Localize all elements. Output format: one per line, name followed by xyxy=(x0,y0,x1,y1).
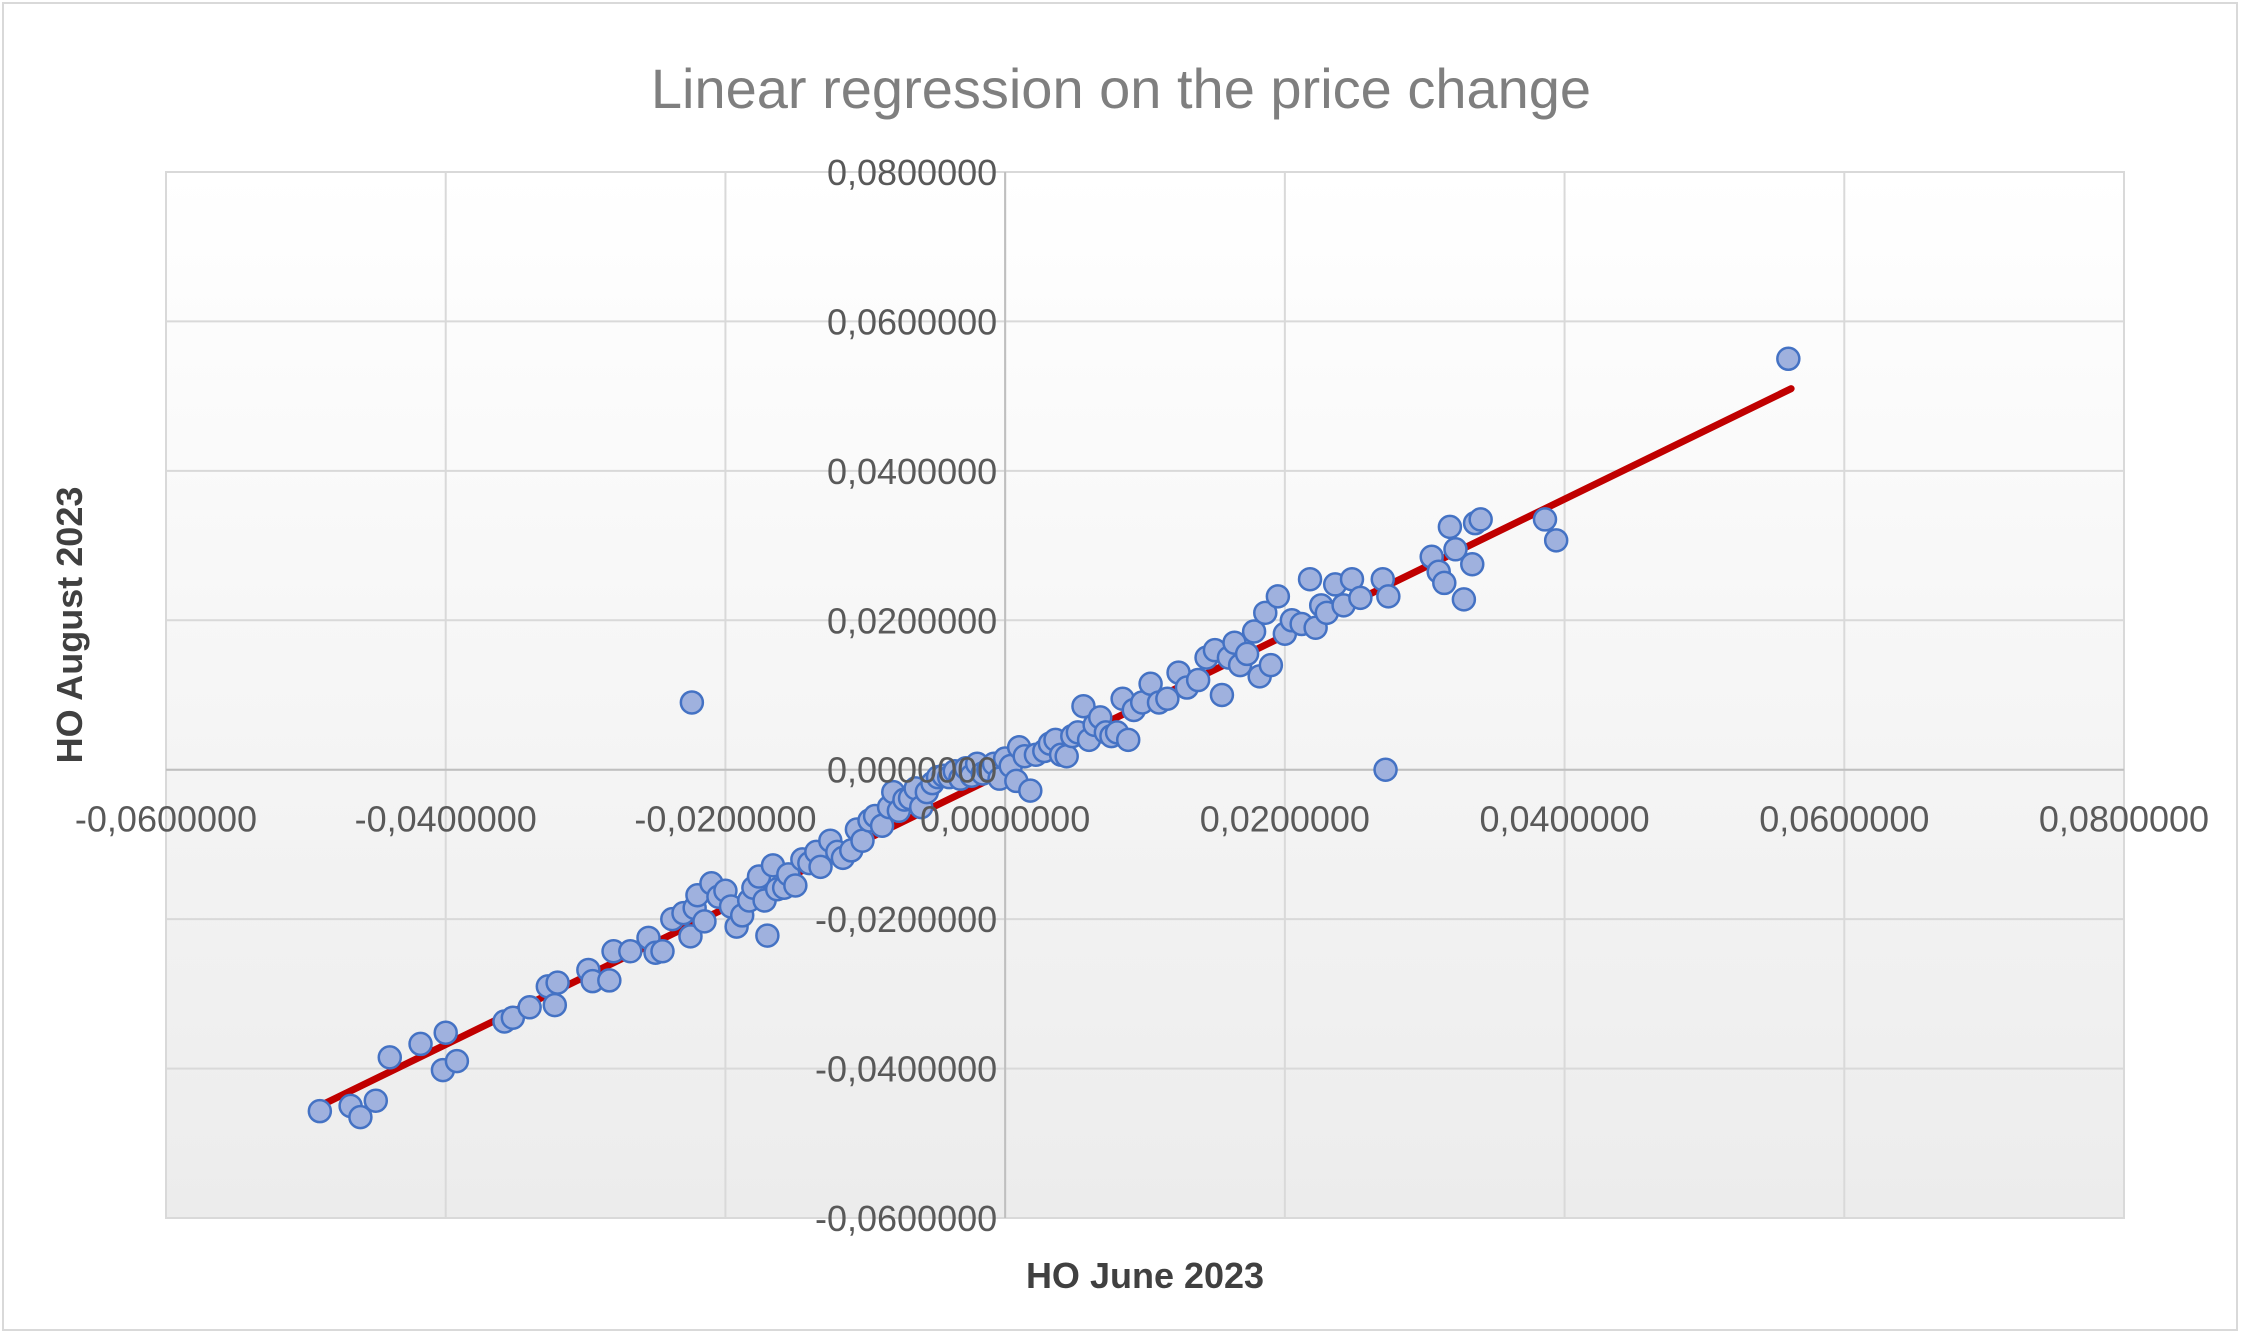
data-point xyxy=(542,992,568,1018)
data-point xyxy=(1532,507,1558,532)
data-point xyxy=(433,1020,458,1045)
y-tick-label: 0,0000000 xyxy=(827,750,997,791)
data-point xyxy=(1297,566,1323,592)
data-point xyxy=(1115,727,1141,753)
data-point xyxy=(1071,693,1096,719)
data-point xyxy=(377,1045,403,1070)
data-point xyxy=(597,968,622,993)
data-point xyxy=(517,995,542,1020)
y-tick-label: 0,0600000 xyxy=(827,301,997,342)
data-point xyxy=(1265,584,1291,609)
axes xyxy=(166,172,2124,1218)
x-tick-label: 0,0400000 xyxy=(1479,799,1649,840)
y-tick-label: -0,0200000 xyxy=(815,899,997,940)
y-tick-label: 0,0200000 xyxy=(827,600,997,641)
x-axis-title: HO June 2023 xyxy=(1026,1255,1264,1296)
data-point xyxy=(1348,585,1373,611)
data-point xyxy=(363,1088,389,1113)
x-tick-label: 0,0200000 xyxy=(1200,799,1370,840)
data-point xyxy=(692,909,717,934)
data-point xyxy=(1185,667,1211,693)
y-tick-label: -0,0400000 xyxy=(815,1049,997,1090)
data-point xyxy=(1468,507,1493,532)
data-point xyxy=(850,828,875,853)
data-point xyxy=(1253,600,1278,626)
y-axis-title: HO August 2023 xyxy=(49,487,90,764)
data-point xyxy=(679,690,705,715)
y-tick-label: 0,0400000 xyxy=(827,451,997,492)
data-point xyxy=(1460,552,1485,577)
data-point xyxy=(1054,744,1079,769)
data-point xyxy=(1776,346,1801,372)
data-point xyxy=(1209,682,1235,708)
data-point xyxy=(444,1048,470,1074)
data-point xyxy=(1241,619,1267,644)
data-point xyxy=(650,939,675,964)
x-tick-label: 0,0600000 xyxy=(1759,799,1929,840)
data-point xyxy=(618,939,643,964)
data-point xyxy=(755,923,780,948)
data-point xyxy=(1234,641,1260,667)
data-point xyxy=(1451,587,1477,612)
y-tick-label: -0,0600000 xyxy=(815,1198,997,1239)
data-points xyxy=(307,346,1801,1130)
data-point xyxy=(1432,570,1457,596)
data-point xyxy=(1258,652,1284,678)
x-tick-label: -0,0600000 xyxy=(75,799,257,840)
data-point xyxy=(1437,514,1463,540)
y-tick-label: 0,0800000 xyxy=(827,152,997,193)
data-point xyxy=(1376,584,1401,609)
data-point xyxy=(1018,778,1043,803)
data-point xyxy=(545,970,570,995)
x-tick-label: -0,0400000 xyxy=(355,799,537,840)
data-point xyxy=(1373,757,1398,782)
x-tick-label: -0,0200000 xyxy=(634,799,816,840)
data-point xyxy=(307,1098,333,1124)
data-point xyxy=(1155,686,1180,711)
data-point xyxy=(808,854,833,880)
data-point xyxy=(1543,528,1569,553)
tick-labels: -0,0600000 -0,0400000 -0,0200000 0,0000000 0… xyxy=(75,152,2209,1239)
data-point xyxy=(783,873,808,898)
chart-title: Linear regression on the price change xyxy=(651,57,1591,120)
data-point xyxy=(1443,537,1468,562)
data-point xyxy=(678,924,703,949)
data-point xyxy=(408,1031,433,1057)
x-tick-label: 0,0800000 xyxy=(2039,799,2209,840)
data-point xyxy=(348,1104,373,1130)
x-tick-label: 0,0000000 xyxy=(920,799,1090,840)
